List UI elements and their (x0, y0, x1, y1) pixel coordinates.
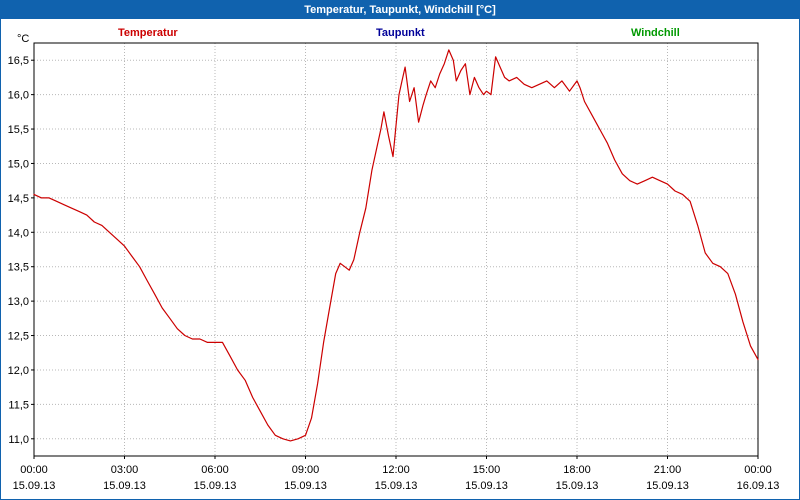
svg-text:11,0: 11,0 (8, 434, 29, 446)
svg-text:15.09.13: 15.09.13 (194, 480, 237, 492)
svg-text:14,0: 14,0 (8, 227, 29, 239)
svg-text:15.09.13: 15.09.13 (556, 480, 599, 492)
svg-text:16,5: 16,5 (8, 55, 29, 67)
svg-text:15:00: 15:00 (473, 464, 501, 476)
svg-text:14,5: 14,5 (8, 193, 29, 205)
svg-text:15.09.13: 15.09.13 (103, 480, 146, 492)
window-title: Temperatur, Taupunkt, Windchill [°C] (1, 1, 799, 19)
svg-text:06:00: 06:00 (201, 464, 229, 476)
svg-text:15,0: 15,0 (8, 158, 29, 170)
svg-text:12:00: 12:00 (382, 464, 410, 476)
svg-text:13,0: 13,0 (8, 296, 29, 308)
svg-text:15.09.13: 15.09.13 (284, 480, 327, 492)
svg-text:12,5: 12,5 (8, 331, 29, 343)
svg-text:13,5: 13,5 (8, 262, 29, 274)
legend-item-temperatur: Temperatur (118, 27, 178, 39)
legend-item-taupunkt: Taupunkt (376, 27, 425, 39)
svg-text:16.09.13: 16.09.13 (737, 480, 780, 492)
svg-text:00:00: 00:00 (744, 464, 772, 476)
svg-text:15.09.13: 15.09.13 (646, 480, 689, 492)
svg-text:12,0: 12,0 (8, 365, 29, 377)
legend-item-windchill: Windchill (631, 27, 680, 39)
svg-text:03:00: 03:00 (111, 464, 139, 476)
svg-text:15.09.13: 15.09.13 (13, 480, 56, 492)
svg-text:15,5: 15,5 (8, 124, 29, 136)
y-axis-unit-label: °C (17, 33, 30, 45)
svg-text:21:00: 21:00 (654, 464, 682, 476)
svg-text:16,0: 16,0 (8, 90, 29, 102)
svg-text:18:00: 18:00 (563, 464, 591, 476)
svg-text:11,5: 11,5 (8, 399, 29, 411)
svg-text:15.09.13: 15.09.13 (465, 480, 508, 492)
svg-text:15.09.13: 15.09.13 (375, 480, 418, 492)
svg-text:09:00: 09:00 (292, 464, 320, 476)
svg-text:00:00: 00:00 (20, 464, 48, 476)
